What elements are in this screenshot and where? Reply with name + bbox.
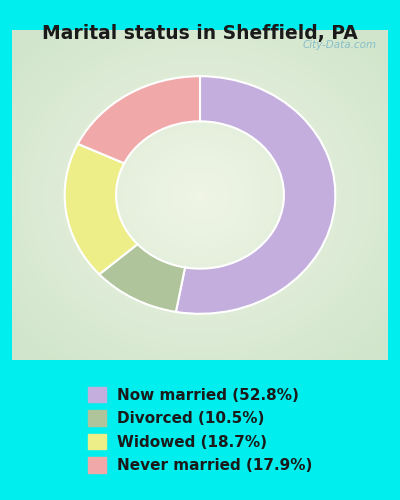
Text: Marital status in Sheffield, PA: Marital status in Sheffield, PA xyxy=(42,24,358,42)
Wedge shape xyxy=(78,76,200,164)
Wedge shape xyxy=(99,244,185,312)
Wedge shape xyxy=(176,76,335,314)
Legend: Now married (52.8%), Divorced (10.5%), Widowed (18.7%), Never married (17.9%): Now married (52.8%), Divorced (10.5%), W… xyxy=(88,386,312,474)
Text: City-Data.com: City-Data.com xyxy=(302,40,377,50)
Wedge shape xyxy=(65,144,138,274)
